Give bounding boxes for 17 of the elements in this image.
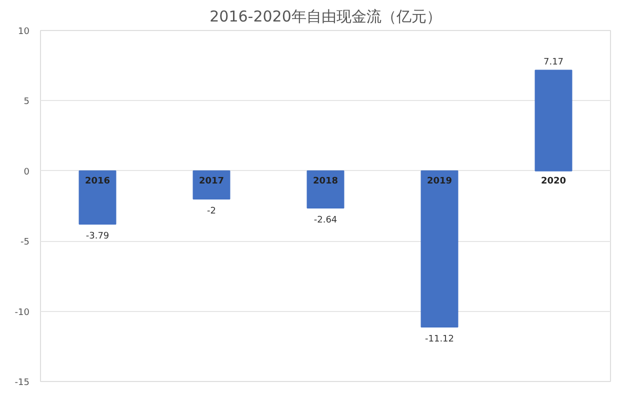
y-tick-label: 5 xyxy=(24,97,30,108)
y-tick-label: -10 xyxy=(14,308,30,318)
x-tick-label: 2019 xyxy=(426,176,452,186)
data-label: -3.79 xyxy=(86,232,110,242)
data-label: -2.64 xyxy=(314,215,338,226)
y-tick-label: 10 xyxy=(18,27,30,37)
data-label: -2 xyxy=(207,206,216,216)
x-tick-label: 2018 xyxy=(312,176,338,186)
y-tick-label: -15 xyxy=(14,378,30,388)
y-tick-label: 0 xyxy=(24,167,30,178)
data-label: -11.12 xyxy=(424,334,454,345)
data-label: 7.17 xyxy=(543,58,564,68)
x-tick-label: 2016 xyxy=(84,176,110,186)
x-tick-label: 2017 xyxy=(198,176,224,186)
chart-title: 2016-2020年自由现金流（亿元） xyxy=(210,8,442,26)
y-tick-label: -5 xyxy=(20,238,30,248)
x-tick-label: 2020 xyxy=(540,176,566,186)
